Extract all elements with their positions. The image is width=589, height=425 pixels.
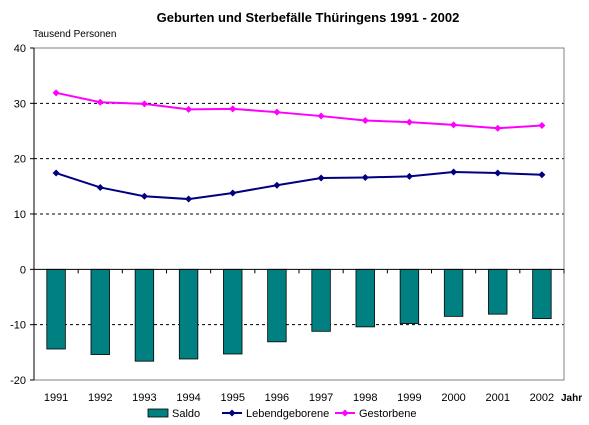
x-tick-labels: 1991 1992 1993 1994 1995 1996 1997 1998 1999 2000…	[44, 392, 554, 404]
x-tick-label: 1999	[397, 392, 421, 404]
x-tick-label: 1997	[309, 392, 333, 404]
y-tick-label: 30	[14, 98, 26, 110]
data-point-lebendgeborene	[538, 171, 546, 179]
x-tick-label: 1992	[88, 392, 112, 404]
saldo-bar	[90, 268, 110, 355]
data-point-gestorbene	[538, 121, 546, 129]
y-axis-unit-label: Tausend Personen	[33, 29, 116, 40]
data-point-gestorbene	[140, 100, 148, 108]
data-point-lebendgeborene	[185, 195, 193, 203]
x-tick-label: 1993	[132, 392, 156, 404]
saldo-bars	[46, 268, 552, 362]
data-point-gestorbene	[494, 124, 502, 132]
chart-title: Geburten und Sterbefälle Thüringens 1991…	[157, 10, 460, 25]
data-point-lebendgeborene	[494, 169, 502, 177]
data-point-gestorbene	[317, 112, 325, 120]
y-tick-label: -20	[10, 375, 26, 387]
saldo-bar	[178, 268, 199, 360]
gridlines	[34, 102, 564, 326]
saldo-bar	[311, 268, 331, 332]
saldo-bar	[399, 268, 420, 324]
y-tick-label: 0	[20, 264, 26, 276]
data-point-lebendgeborene	[450, 168, 458, 176]
x-tick-label: 1991	[44, 392, 68, 404]
saldo-bar	[443, 268, 464, 317]
saldo-bar	[488, 268, 508, 315]
y-tick-label: 10	[14, 209, 26, 221]
x-tick-label: 1996	[265, 392, 289, 404]
saldo-bar	[355, 268, 375, 328]
saldo-bar	[134, 268, 155, 362]
data-point-lebendgeborene	[229, 189, 237, 197]
x-tick-label: 1998	[353, 392, 377, 404]
data-point-lebendgeborene	[317, 174, 325, 182]
saldo-bar	[46, 268, 66, 350]
data-point-gestorbene	[229, 105, 237, 113]
x-tick-label: 2000	[441, 392, 465, 404]
data-point-lebendgeborene	[273, 181, 281, 189]
x-tick-label: 2001	[486, 392, 510, 404]
saldo-bar	[267, 268, 287, 343]
data-point-lebendgeborene	[405, 172, 413, 180]
data-point-gestorbene	[96, 98, 104, 106]
legend: Saldo Lebendgeborene Gestorbene	[147, 408, 416, 420]
y-tick-label: -10	[10, 320, 26, 332]
series-line-gestorbene	[55, 91, 542, 130]
data-point-gestorbene	[450, 121, 458, 129]
data-point-lebendgeborene	[96, 183, 104, 191]
y-tick-label: 40	[14, 43, 26, 55]
legend-label-saldo: Saldo	[172, 408, 200, 420]
saldo-bar	[532, 268, 552, 319]
legend-label-gestorbene: Gestorbene	[359, 408, 416, 420]
data-point-lebendgeborene	[52, 169, 60, 177]
series-line-lebendgeborene	[55, 170, 542, 201]
x-tick-label: 1995	[221, 392, 245, 404]
legend-marker-lebendgeborene	[228, 409, 236, 417]
data-point-gestorbene	[405, 118, 413, 126]
legend-label-lebendgeborene: Lebendgeborene	[246, 408, 329, 420]
axes	[30, 47, 565, 381]
y-tick-labels: 40 30 20 10 0 -10 -20	[10, 43, 26, 387]
legend-marker-gestorbene	[341, 409, 349, 417]
x-tick-label: 2002	[530, 392, 554, 404]
x-axis-label: Jahr	[561, 393, 582, 404]
series-lines	[52, 89, 546, 203]
data-point-gestorbene	[185, 105, 193, 113]
saldo-bar	[223, 268, 243, 355]
x-tick-label: 1994	[176, 392, 200, 404]
data-point-lebendgeborene	[361, 173, 369, 181]
y-tick-label: 20	[14, 154, 26, 166]
data-point-gestorbene	[361, 116, 369, 124]
data-point-lebendgeborene	[140, 192, 148, 200]
data-point-gestorbene	[52, 89, 60, 97]
data-point-gestorbene	[273, 108, 281, 116]
legend-swatch-saldo	[147, 408, 169, 418]
